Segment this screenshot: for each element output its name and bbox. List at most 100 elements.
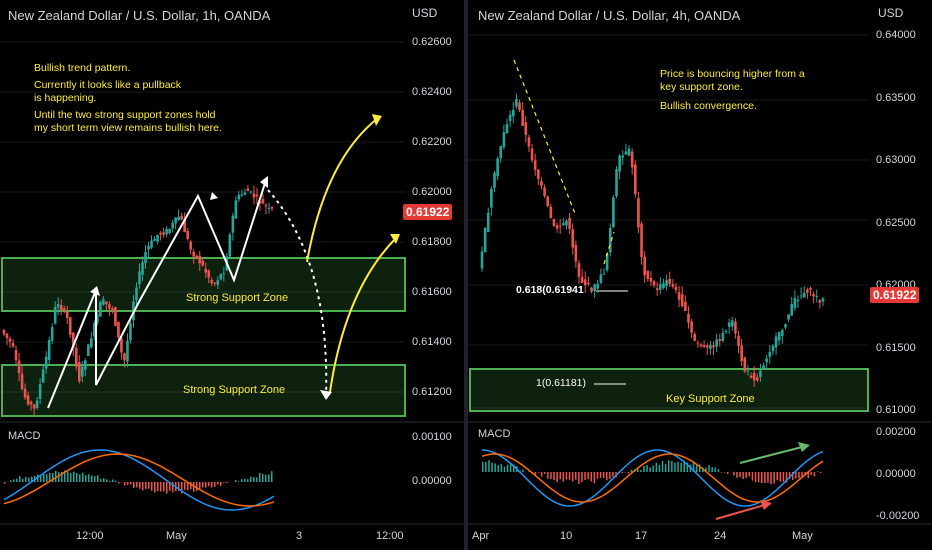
macd-histogram-bar [10, 480, 12, 482]
candle-body [756, 377, 759, 381]
macd-histogram-bar [640, 470, 642, 472]
macd-histogram-bar [268, 474, 270, 482]
macd-histogram-bar [764, 472, 766, 484]
macd-histogram-bar [782, 472, 785, 482]
macd-histogram-bar [148, 482, 150, 489]
macd-histogram-bar [522, 469, 524, 472]
note-line: my short term view remains bullish here. [34, 122, 222, 134]
macd-histogram-bar [534, 472, 537, 476]
axis-tick-label: 0.62500 [876, 216, 916, 229]
macd-histogram-bar [792, 472, 794, 480]
candle-body [537, 169, 540, 179]
chart-panel-4h[interactable]: New Zealand Dollar / U.S. Dollar, 4h, OA… [468, 0, 932, 550]
candle-body [126, 340, 129, 362]
candle-body [687, 313, 690, 323]
candle-body [521, 109, 524, 126]
macd-histogram-bar [497, 465, 499, 472]
panel-divider[interactable] [464, 0, 468, 550]
candle-body [35, 400, 39, 408]
candle-body [696, 342, 700, 344]
candle-body [207, 270, 211, 278]
arrow-head [760, 500, 772, 510]
candle-body [150, 240, 153, 248]
macd-histogram-bar [40, 475, 42, 482]
candle-body [649, 278, 653, 282]
candle-body [718, 339, 722, 341]
candle-body [505, 124, 509, 134]
macd-histogram-bar [124, 482, 126, 486]
candle-body [105, 301, 108, 304]
candle-body [11, 343, 15, 347]
macd-histogram-bar [64, 470, 66, 482]
macd-histogram-bar [646, 465, 648, 472]
candle-body [740, 345, 743, 362]
macd-histogram-bar [652, 465, 654, 472]
candle-body [44, 356, 48, 369]
time-tick-label: May [792, 530, 813, 542]
chart-panel-1h[interactable]: New Zealand Dollar / U.S. Dollar, 1h, OA… [0, 0, 464, 550]
candle-body [177, 216, 180, 221]
macd-histogram-bar [187, 482, 189, 491]
candle-body [812, 294, 815, 297]
signal-line [3, 453, 275, 507]
candle-body [65, 311, 69, 319]
candle-body [74, 348, 78, 367]
macd-histogram-bar [85, 475, 87, 482]
candle-body [138, 271, 141, 285]
candle-body [192, 251, 196, 257]
macd-histogram-bar [67, 471, 69, 482]
candle-body [677, 291, 681, 300]
time-tick-label: 24 [714, 530, 727, 542]
macd-histogram-bar [739, 472, 741, 478]
time-tick-label: 10 [560, 530, 573, 542]
time-tick-label: Apr [472, 530, 490, 542]
candle-body [759, 370, 762, 377]
candle-body [705, 345, 709, 348]
macd-histogram-bar [214, 482, 216, 487]
macd-histogram-bar [813, 472, 816, 477]
axis-tick-label: 0.61500 [876, 341, 916, 354]
candle-body [502, 132, 506, 148]
macd-histogram-bar [28, 477, 30, 482]
macd-histogram-bar [52, 473, 54, 482]
axis-tick-label: 0.62400 [412, 86, 452, 98]
convergence-arrow-green [739, 445, 807, 464]
candle-body [577, 263, 581, 277]
macd-histogram-bar [568, 472, 571, 480]
candle-body [41, 369, 45, 383]
macd-histogram-bar [680, 462, 682, 472]
candle-body [684, 301, 687, 312]
candle-body [53, 307, 57, 324]
candle-body [730, 320, 734, 327]
support-zone-upper [1, 257, 406, 312]
macd-histogram-bar [241, 479, 243, 482]
candle-body [26, 395, 30, 405]
macd-histogram-bar [247, 479, 249, 482]
macd-histogram-bar [19, 476, 21, 482]
candle-body [734, 321, 737, 334]
fib-1-label: 1(0.61181) [536, 377, 587, 389]
candle-body [583, 279, 587, 286]
candle-body [231, 215, 235, 233]
macd-histogram-bar [798, 472, 800, 479]
macd-histogram-bar [130, 482, 132, 485]
candle-body [530, 148, 534, 161]
candle-body [809, 287, 812, 290]
candle-body [258, 201, 262, 204]
macd-histogram-bar [184, 482, 186, 490]
macd-histogram-bar [528, 470, 530, 472]
macd-histogram-bar [754, 472, 757, 483]
candle-body [183, 219, 186, 233]
macd-line [481, 449, 824, 507]
macd-histogram-bar [97, 475, 99, 482]
candle-body [147, 246, 150, 250]
macd-histogram-bar [643, 465, 645, 472]
macd-histogram-bar [196, 482, 198, 491]
candle-body [5, 333, 9, 339]
chart-canvas-1h[interactable] [0, 0, 464, 550]
candle-body [99, 301, 102, 317]
macd-histogram-bar [571, 472, 574, 482]
macd-histogram-bar [674, 462, 676, 472]
note-line: is happening. [34, 92, 97, 104]
chart-canvas-4h[interactable] [468, 0, 932, 550]
